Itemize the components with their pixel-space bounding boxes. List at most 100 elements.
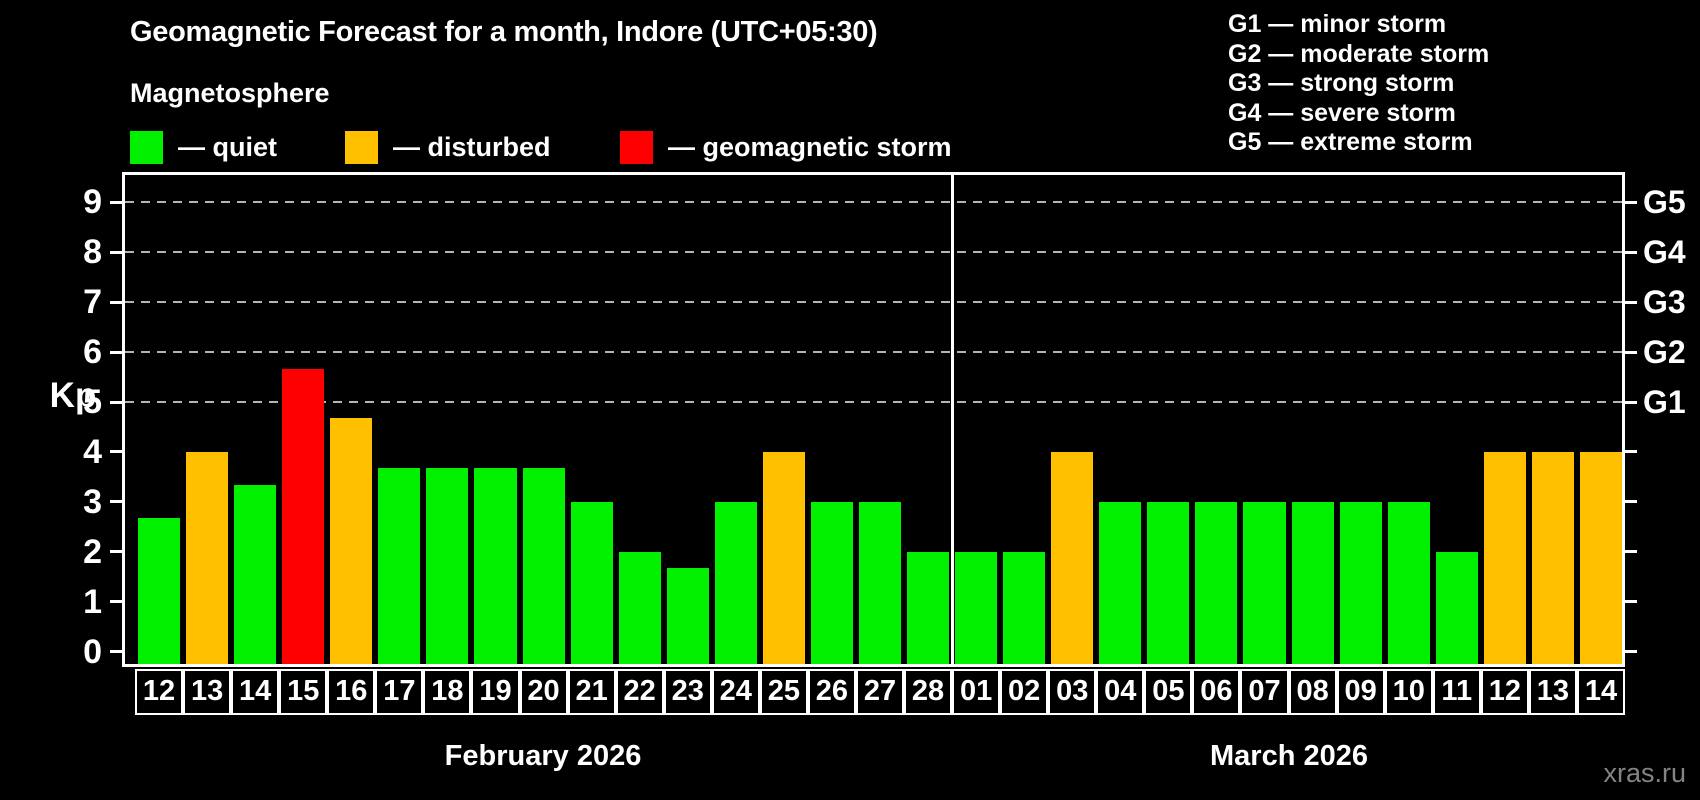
day-box-feb-13: 13 bbox=[183, 669, 232, 715]
kp-bar-feb-13 bbox=[186, 451, 229, 664]
g-axis-tick-1 bbox=[1625, 600, 1637, 604]
kp-bar-feb-21 bbox=[570, 501, 613, 664]
kp-bar-mar-14 bbox=[1579, 451, 1622, 664]
legend-label-quiet: — quiet bbox=[178, 132, 277, 162]
kp-gridline-8 bbox=[125, 251, 1622, 254]
kp-bar-mar-07 bbox=[1243, 501, 1286, 664]
y-axis-tick-1 bbox=[110, 600, 122, 604]
day-box-feb-24: 24 bbox=[711, 669, 760, 715]
y-axis-label-8: 8 bbox=[83, 233, 102, 272]
legend-item-storm: — geomagnetic storm bbox=[620, 131, 952, 164]
y-axis-label-3: 3 bbox=[83, 482, 102, 521]
disturbed-color-swatch bbox=[345, 131, 378, 164]
kp-bar-feb-20 bbox=[522, 468, 565, 664]
g-axis-tick-8 bbox=[1625, 250, 1637, 254]
g-axis-tick-6 bbox=[1625, 350, 1637, 354]
legend-label-disturbed: — disturbed bbox=[393, 132, 551, 162]
day-box-mar-11: 11 bbox=[1432, 669, 1481, 715]
y-axis-tick-3 bbox=[110, 500, 122, 504]
day-box-mar-01: 01 bbox=[952, 669, 1001, 715]
y-axis-label-1: 1 bbox=[83, 582, 102, 621]
day-box-feb-15: 15 bbox=[279, 669, 328, 715]
day-box-mar-03: 03 bbox=[1048, 669, 1097, 715]
day-box-mar-04: 04 bbox=[1096, 669, 1145, 715]
page-title: Geomagnetic Forecast for a month, Indore… bbox=[130, 16, 878, 48]
kp-gridline-9 bbox=[125, 201, 1622, 204]
kp-bar-feb-18 bbox=[426, 468, 469, 664]
y-axis-tick-9 bbox=[110, 200, 122, 204]
y-axis-tick-2 bbox=[110, 550, 122, 554]
kp-gridline-5 bbox=[125, 401, 1622, 403]
kp-bar-mar-01 bbox=[955, 551, 998, 664]
legend-item-disturbed: — disturbed bbox=[345, 131, 551, 164]
day-box-mar-10: 10 bbox=[1384, 669, 1433, 715]
kp-bar-feb-25 bbox=[762, 451, 805, 664]
day-box-feb-19: 19 bbox=[471, 669, 520, 715]
quiet-color-swatch bbox=[130, 131, 163, 164]
g-axis-tick-0 bbox=[1625, 650, 1637, 653]
kp-bar-mar-03 bbox=[1051, 451, 1094, 664]
g-axis-tick-3 bbox=[1625, 500, 1637, 504]
g-axis-tick-2 bbox=[1625, 550, 1637, 554]
magnetosphere-label: Magnetosphere bbox=[130, 78, 330, 108]
kp-bar-feb-15 bbox=[282, 368, 325, 664]
y-axis-tick-8 bbox=[110, 250, 122, 254]
g-legend-line-g2: G2 — moderate storm bbox=[1228, 39, 1490, 68]
day-box-feb-21: 21 bbox=[567, 669, 616, 715]
kp-bar-mar-10 bbox=[1387, 501, 1430, 664]
g-legend-line-g3: G3 — strong storm bbox=[1228, 69, 1455, 98]
day-box-mar-06: 06 bbox=[1192, 669, 1241, 715]
kp-bar-feb-27 bbox=[858, 501, 902, 664]
y-axis-label-6: 6 bbox=[83, 333, 102, 372]
day-box-mar-05: 05 bbox=[1144, 669, 1193, 715]
y-axis-label-2: 2 bbox=[83, 532, 102, 571]
kp-bar-mar-08 bbox=[1291, 501, 1334, 664]
y-axis-tick-5 bbox=[110, 400, 122, 404]
g-axis-label-g1: G1 bbox=[1643, 384, 1686, 420]
kp-bar-mar-13 bbox=[1531, 451, 1574, 664]
y-axis-label-7: 7 bbox=[83, 283, 102, 322]
day-box-feb-22: 22 bbox=[615, 669, 664, 715]
day-box-mar-13: 13 bbox=[1528, 669, 1577, 715]
day-box-mar-02: 02 bbox=[1000, 669, 1049, 715]
kp-bar-feb-22 bbox=[618, 551, 661, 664]
kp-gridline-6 bbox=[125, 351, 1622, 354]
g-axis-tick-4 bbox=[1625, 450, 1637, 454]
g-axis-tick-9 bbox=[1625, 200, 1637, 204]
kp-bar-feb-26 bbox=[810, 501, 853, 664]
kp-bar-mar-11 bbox=[1435, 551, 1478, 664]
y-axis-tick-4 bbox=[110, 450, 122, 454]
g-axis-label-g4: G4 bbox=[1643, 234, 1686, 271]
day-box-feb-27: 27 bbox=[855, 669, 905, 715]
month-separator-line bbox=[950, 175, 954, 664]
kp-bar-mar-05 bbox=[1147, 501, 1190, 664]
g-axis-label-g5: G5 bbox=[1643, 184, 1686, 221]
y-axis-tick-6 bbox=[110, 350, 122, 354]
g-legend-line-g4: G4 — severe storm bbox=[1228, 98, 1456, 127]
day-box-feb-23: 23 bbox=[663, 669, 712, 715]
day-box-feb-18: 18 bbox=[423, 669, 472, 715]
month-label-february: February 2026 bbox=[444, 740, 642, 772]
day-box-feb-17: 17 bbox=[375, 669, 424, 715]
kp-bar-feb-19 bbox=[474, 468, 517, 664]
day-box-feb-16: 16 bbox=[327, 669, 376, 715]
y-axis-label-0: 0 bbox=[83, 632, 102, 671]
y-axis-label-4: 4 bbox=[83, 432, 102, 471]
g-axis-label-g3: G3 bbox=[1643, 284, 1686, 321]
g-scale-legend: G1 — minor storm G2 — moderate storm G3 … bbox=[1228, 10, 1489, 158]
month-label-march: March 2026 bbox=[1210, 740, 1368, 772]
day-box-feb-20: 20 bbox=[519, 669, 568, 715]
day-box-feb-14: 14 bbox=[231, 669, 280, 715]
day-box-feb-28: 28 bbox=[904, 669, 953, 715]
kp-bar-feb-28 bbox=[907, 551, 950, 664]
g-axis-tick-5 bbox=[1625, 400, 1637, 404]
g-legend-line-g5: G5 — extreme storm bbox=[1228, 128, 1473, 157]
kp-bar-feb-24 bbox=[714, 501, 757, 664]
kp-bar-feb-12 bbox=[138, 518, 181, 664]
kp-bar-feb-14 bbox=[234, 485, 277, 664]
g-axis-label-g2: G2 bbox=[1643, 334, 1686, 371]
g-legend-line-g1: G1 — minor storm bbox=[1228, 10, 1447, 38]
day-box-mar-08: 08 bbox=[1288, 669, 1337, 715]
day-box-mar-09: 09 bbox=[1336, 669, 1385, 715]
